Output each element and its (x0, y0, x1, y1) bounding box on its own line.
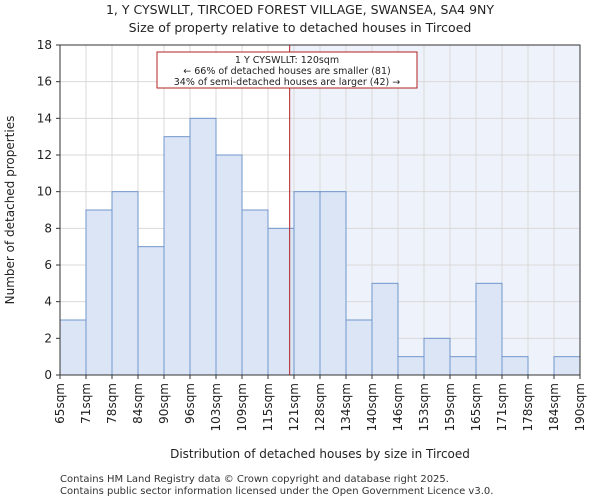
annotation-line-2: ← 66% of detached houses are smaller (81… (183, 66, 390, 77)
chart-subtitle: Size of property relative to detached ho… (129, 20, 472, 35)
x-tick-label: 71sqm (79, 383, 93, 424)
bars (59, 117, 581, 376)
y-tick-label: 16 (37, 75, 52, 89)
bar (423, 337, 451, 376)
x-tick-label: 159sqm (443, 383, 457, 431)
y-tick-label: 10 (37, 185, 52, 199)
y-tick-label: 18 (37, 38, 52, 52)
x-tick-label: 128sqm (313, 383, 327, 431)
y-tick-label: 2 (44, 331, 52, 345)
bar (111, 191, 139, 376)
bar (163, 136, 191, 376)
y-tick-label: 4 (44, 295, 52, 309)
x-tick-label: 103sqm (209, 383, 223, 431)
x-tick-label: 134sqm (339, 383, 353, 431)
bar (501, 356, 529, 376)
y-tick-label: 0 (44, 368, 52, 382)
bar (215, 154, 243, 376)
x-tick-label: 178sqm (521, 383, 535, 431)
x-tick-label: 109sqm (235, 383, 249, 431)
x-tick-label: 153sqm (417, 383, 431, 431)
y-tick-label: 12 (37, 148, 52, 162)
x-tick-label: 165sqm (469, 383, 483, 431)
y-tick-label: 6 (44, 258, 52, 272)
footer-line-2: Contains public sector information licen… (60, 486, 493, 497)
footer-line-1: Contains HM Land Registry data © Crown c… (60, 474, 449, 485)
x-tick-label: 121sqm (287, 383, 301, 431)
x-tick-label: 115sqm (261, 383, 275, 431)
y-axis-label: Number of detached properties (3, 116, 17, 305)
x-tick-label: 171sqm (495, 383, 509, 431)
x-tick-label: 140sqm (365, 383, 379, 431)
x-tick-label: 65sqm (53, 383, 67, 424)
bar (449, 356, 477, 376)
bar (553, 356, 581, 376)
annotation-line-3: 34% of semi-detached houses are larger (… (174, 77, 401, 88)
x-axis-label: Distribution of detached houses by size … (170, 447, 470, 461)
y-axis: 0 2 4 6 8 10 12 14 16 18 (37, 38, 60, 382)
bar (85, 209, 113, 376)
bar (189, 117, 217, 376)
x-axis: 65sqm 71sqm 78sqm 84sqm 90sqm 96sqm 103sqm 109s… (53, 375, 587, 431)
x-tick-label: 190sqm (573, 383, 587, 431)
bar (319, 191, 347, 376)
bar (345, 319, 373, 376)
bar (59, 319, 87, 376)
y-tick-label: 8 (44, 221, 52, 235)
annotation-line-1: 1 Y CYSWLLT: 120sqm (235, 55, 339, 66)
bar (397, 356, 425, 376)
bar (371, 282, 399, 376)
x-tick-label: 90sqm (157, 383, 171, 424)
bar (241, 209, 269, 376)
y-tick-label: 14 (37, 111, 52, 125)
bar (137, 246, 165, 376)
chart-title: 1, Y CYSWLLT, TIRCOED FOREST VILLAGE, SW… (106, 2, 494, 17)
bar (293, 191, 321, 376)
x-tick-label: 84sqm (131, 383, 145, 424)
annotation-box: 1 Y CYSWLLT: 120sqm ← 66% of detached ho… (156, 51, 418, 89)
x-tick-label: 146sqm (391, 383, 405, 431)
x-tick-label: 184sqm (547, 383, 561, 431)
bar (475, 282, 503, 376)
x-tick-label: 78sqm (105, 383, 119, 424)
x-tick-label: 96sqm (183, 383, 197, 424)
